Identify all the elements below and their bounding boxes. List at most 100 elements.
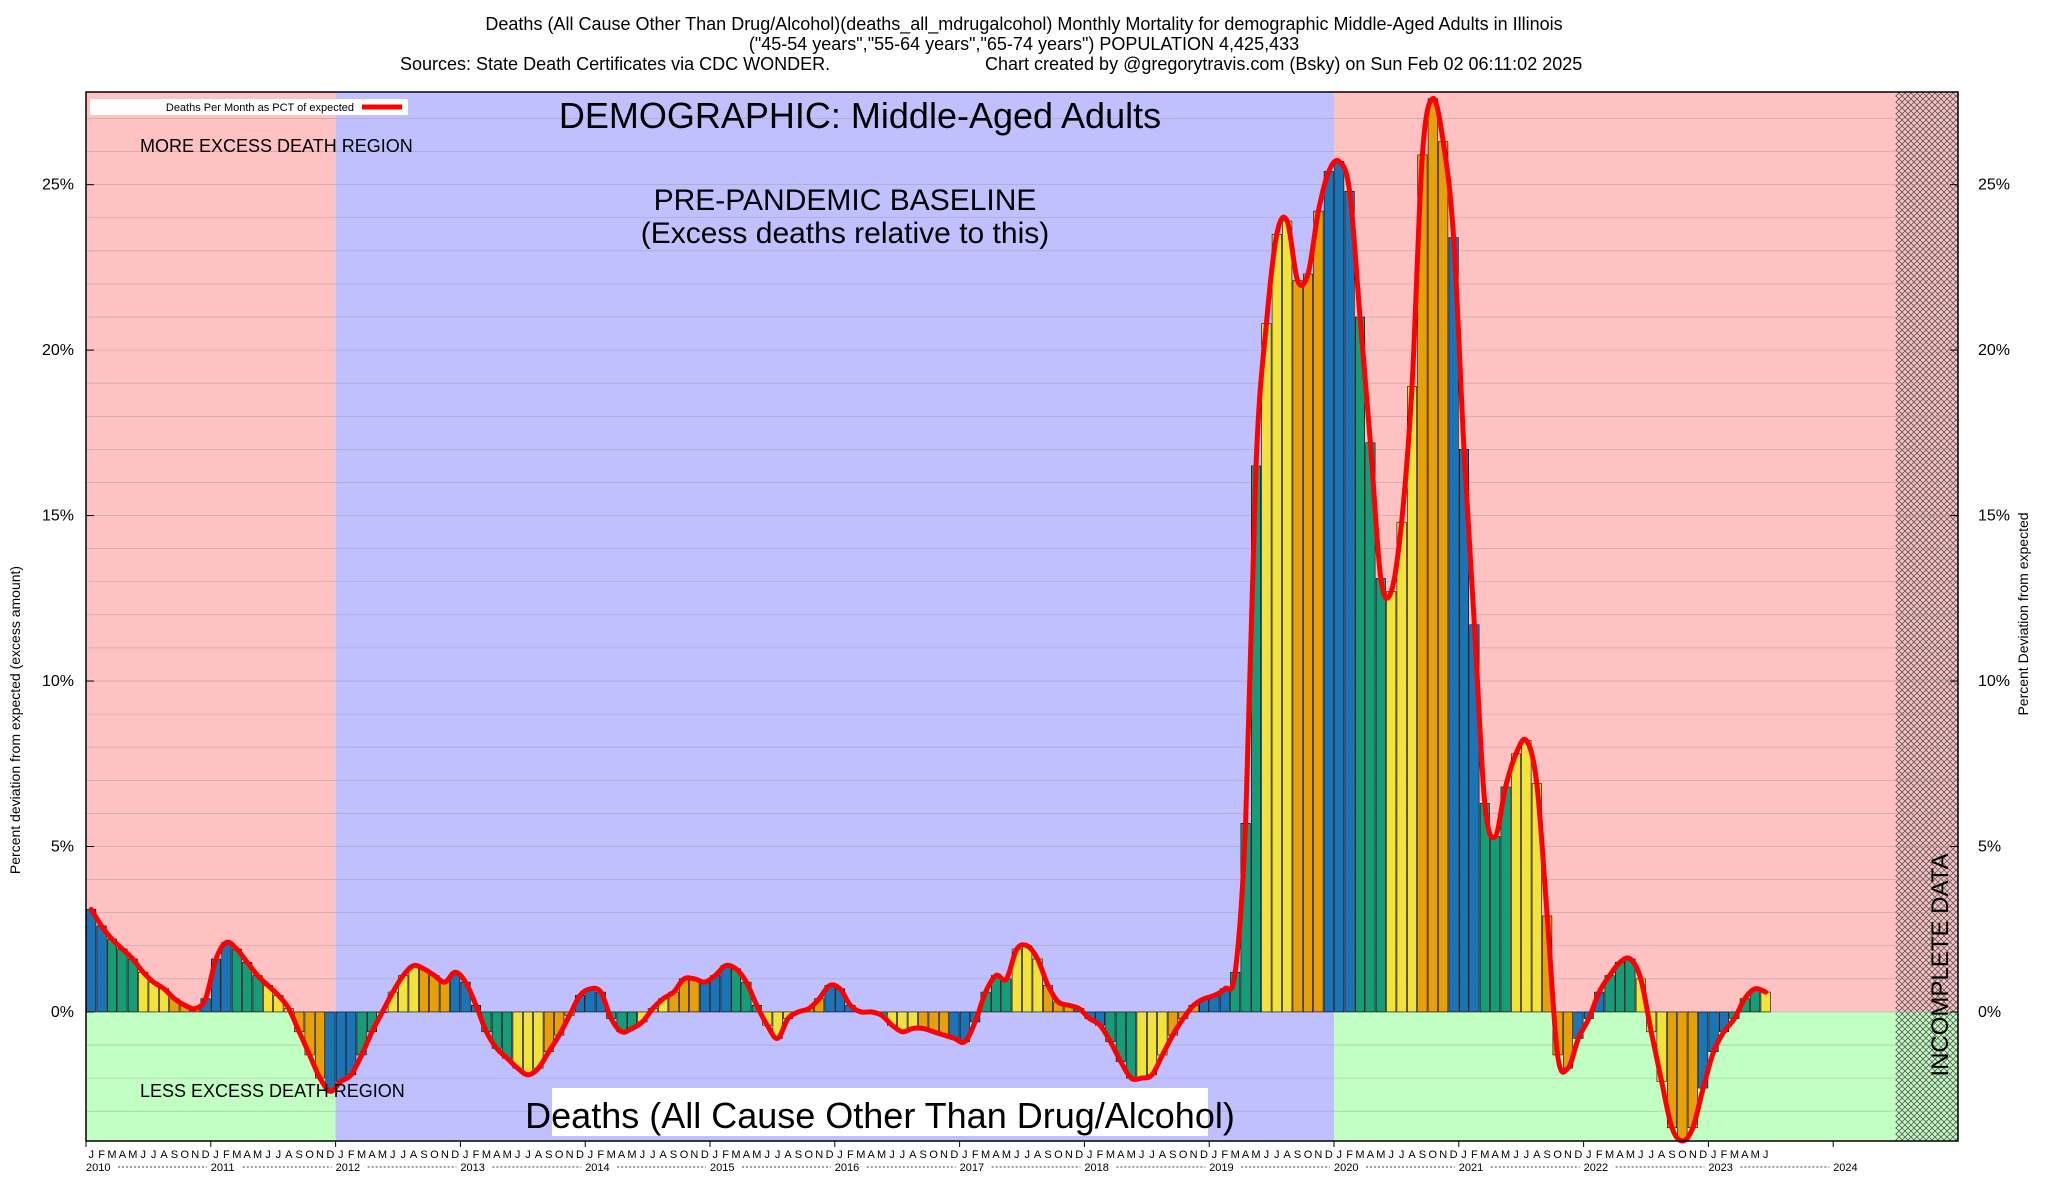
- y-tick-label-right: 0%: [1978, 1004, 2001, 1021]
- month-tick-label: A: [1408, 1149, 1416, 1161]
- month-tick-label: A: [1741, 1149, 1749, 1161]
- month-tick-label: O: [1179, 1149, 1188, 1161]
- bar: [1022, 945, 1033, 1013]
- baseline-label-2: (Excess deaths relative to this): [641, 217, 1050, 250]
- month-tick-label: J: [213, 1149, 219, 1161]
- month-tick-label: N: [1439, 1149, 1447, 1161]
- y-axis-right: 0% 5% 10% 15% 20% 25%: [1950, 177, 2010, 1021]
- year-tick-label: 2014: [585, 1162, 609, 1174]
- y-axis-label-right: Percent Deviation from expected: [2015, 512, 2031, 715]
- month-tick-label: F: [1471, 1149, 1478, 1161]
- bar: [1500, 786, 1511, 1013]
- month-tick-label: N: [1190, 1149, 1198, 1161]
- bar: [1427, 98, 1438, 1013]
- bar: [221, 942, 232, 1013]
- bar: [1407, 386, 1418, 1013]
- month-tick-label: D: [701, 1149, 709, 1161]
- month-tick-label: M: [1501, 1149, 1510, 1161]
- year-tick-label: 2019: [1209, 1162, 1233, 1174]
- y-tick-label-left: 15%: [42, 508, 74, 525]
- month-tick-label: J: [276, 1149, 282, 1161]
- month-tick-label: J: [775, 1149, 781, 1161]
- trend-line: [88, 96, 1769, 1144]
- bar: [1365, 442, 1376, 1013]
- month-tick-label: M: [1480, 1149, 1489, 1161]
- month-tick-label: J: [1711, 1149, 1717, 1161]
- month-tick-label: J: [1264, 1149, 1270, 1161]
- month-tick-label: N: [191, 1149, 199, 1161]
- month-tick-label: D: [326, 1149, 334, 1161]
- month-tick-label: S: [1668, 1149, 1675, 1161]
- month-tick-label: F: [1721, 1149, 1728, 1161]
- bar: [96, 925, 107, 1013]
- month-tick-label: J: [525, 1149, 531, 1161]
- month-tick-label: J: [1524, 1149, 1530, 1161]
- month-tick-label: F: [223, 1149, 230, 1161]
- month-tick-label: A: [618, 1149, 626, 1161]
- baseline-region: [335, 92, 1335, 1141]
- month-tick-label: S: [670, 1149, 677, 1161]
- month-tick-label: M: [1605, 1149, 1614, 1161]
- bar: [1760, 991, 1771, 1013]
- month-tick-label: A: [743, 1149, 751, 1161]
- month-tick-label: J: [1763, 1149, 1769, 1161]
- bar: [1490, 836, 1501, 1013]
- month-tick-label: O: [929, 1149, 938, 1161]
- bottom-title: Deaths (All Cause Other Than Drug/Alcoho…: [525, 1095, 1235, 1136]
- month-tick-label: M: [232, 1149, 241, 1161]
- chart-credit: Chart created by @gregorytravis.com (Bsk…: [985, 54, 1582, 74]
- month-tick-label: M: [357, 1149, 366, 1161]
- month-tick-label: S: [420, 1149, 427, 1161]
- month-tick-label: M: [1626, 1149, 1635, 1161]
- bar: [1521, 740, 1532, 1013]
- chart-title-line-2: ("45-54 years","55-64 years","65-74 year…: [749, 34, 1299, 54]
- month-tick-label: A: [909, 1149, 917, 1161]
- month-tick-label: S: [1294, 1149, 1301, 1161]
- month-tick-label: A: [535, 1149, 543, 1161]
- month-tick-label: O: [1054, 1149, 1063, 1161]
- less-excess-region-label: LESS EXCESS DEATH REGION: [140, 1081, 405, 1101]
- month-tick-label: J: [1336, 1149, 1342, 1161]
- month-tick-label: J: [1388, 1149, 1394, 1161]
- month-tick-label: O: [1678, 1149, 1687, 1161]
- month-tick-label: J: [1586, 1149, 1592, 1161]
- month-tick-label: M: [253, 1149, 262, 1161]
- demographic-label: DEMOGRAPHIC: Middle-Aged Adults: [559, 95, 1161, 136]
- month-tick-label: O: [305, 1149, 314, 1161]
- month-tick-label: J: [650, 1149, 656, 1161]
- year-tick-label: 2011: [211, 1162, 235, 1174]
- bar: [1386, 591, 1397, 1013]
- month-tick-label: J: [1149, 1149, 1155, 1161]
- year-tick-label: 2020: [1334, 1162, 1358, 1174]
- month-tick-label: D: [950, 1149, 958, 1161]
- y-tick-label-right: 25%: [1978, 177, 2010, 194]
- month-tick-label: F: [348, 1149, 355, 1161]
- less-region-right: [1334, 1011, 1896, 1141]
- month-tick-label: A: [1367, 1149, 1375, 1161]
- month-tick-label: A: [1658, 1149, 1666, 1161]
- month-tick-label: M: [1730, 1149, 1739, 1161]
- month-tick-label: J: [265, 1149, 271, 1161]
- y-axis-label-left: Percent deviation from expected (excess …: [7, 566, 23, 874]
- year-tick-label: 2023: [1708, 1162, 1732, 1174]
- bar: [949, 1011, 960, 1039]
- bar: [1126, 1011, 1137, 1079]
- y-tick-label-right: 10%: [1978, 673, 2010, 690]
- month-tick-label: J: [1014, 1149, 1020, 1161]
- bar: [1136, 1011, 1147, 1079]
- bar: [107, 938, 118, 1013]
- month-tick-label: J: [338, 1149, 344, 1161]
- less-region-left: [86, 1011, 336, 1141]
- bar: [522, 1011, 533, 1076]
- more-region-left: [86, 92, 336, 1012]
- bar: [689, 978, 700, 1013]
- month-tick-label: J: [1648, 1149, 1654, 1161]
- month-tick-label: A: [1242, 1149, 1250, 1161]
- bar: [1511, 753, 1522, 1013]
- bar: [117, 948, 128, 1013]
- month-tick-label: J: [962, 1149, 968, 1161]
- bar: [1355, 316, 1366, 1013]
- month-tick-label: J: [1139, 1149, 1145, 1161]
- bar: [418, 968, 429, 1013]
- bar: [1292, 280, 1303, 1013]
